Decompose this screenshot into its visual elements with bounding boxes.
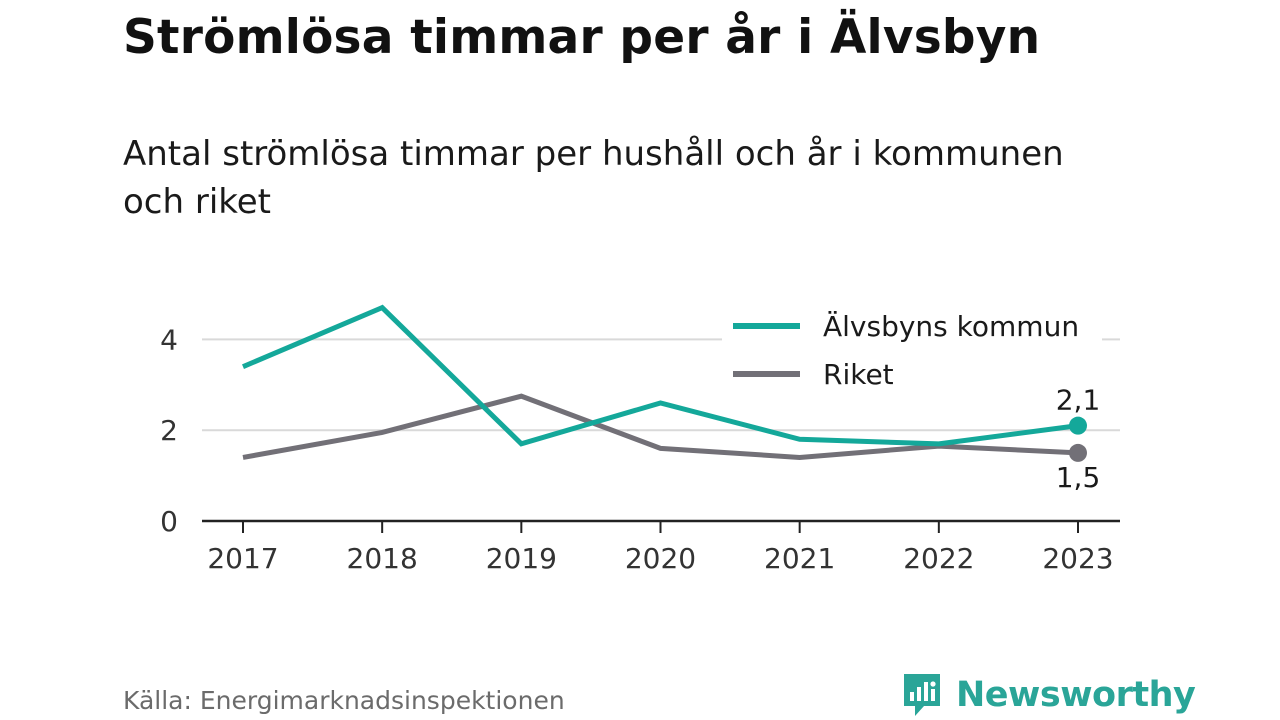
grid-layer: 0 2 4 [160,323,1120,538]
y-tick-label: 2 [160,414,178,447]
y-tick-label: 4 [160,323,178,356]
series-layer [242,304,1087,462]
x-axis: 2017 2018 2019 2020 2021 2022 2023 [202,519,1120,575]
legend: Älvsbyns kommun Riket [722,300,1102,396]
legend-label: Älvsbyns kommun [823,310,1079,343]
legend-label: Riket [823,358,894,391]
brand-name: Newsworthy [956,675,1196,715]
x-tick-label: 2018 [347,542,418,575]
y-tick-label: 0 [160,505,178,538]
x-tick-label: 2023 [1042,542,1113,575]
brand-logo: Newsworthy [902,672,1196,718]
x-tick-label: 2020 [625,542,696,575]
chart-subtitle: Antal strömlösa timmar per hushåll och å… [123,134,1064,222]
x-tick-label: 2019 [486,542,557,575]
x-tick-label: 2022 [903,542,974,575]
end-point-riket [1069,443,1087,462]
end-labels: 2,1 1,5 [1056,384,1101,494]
legend-background [722,300,1102,396]
series-line-kommun [242,304,1079,447]
end-point-kommun [1069,416,1087,435]
source-note: Källa: Energimarknadsinspektionen [123,686,565,715]
x-tick-label: 2017 [207,542,278,575]
end-value-label-riket: 1,5 [1056,461,1101,494]
chart-title: Strömlösa timmar per år i Älvsbyn [123,10,1041,65]
x-tick-label: 2021 [764,542,835,575]
end-value-label-kommun: 2,1 [1056,384,1101,417]
newsworthy-logo-icon [904,674,940,716]
